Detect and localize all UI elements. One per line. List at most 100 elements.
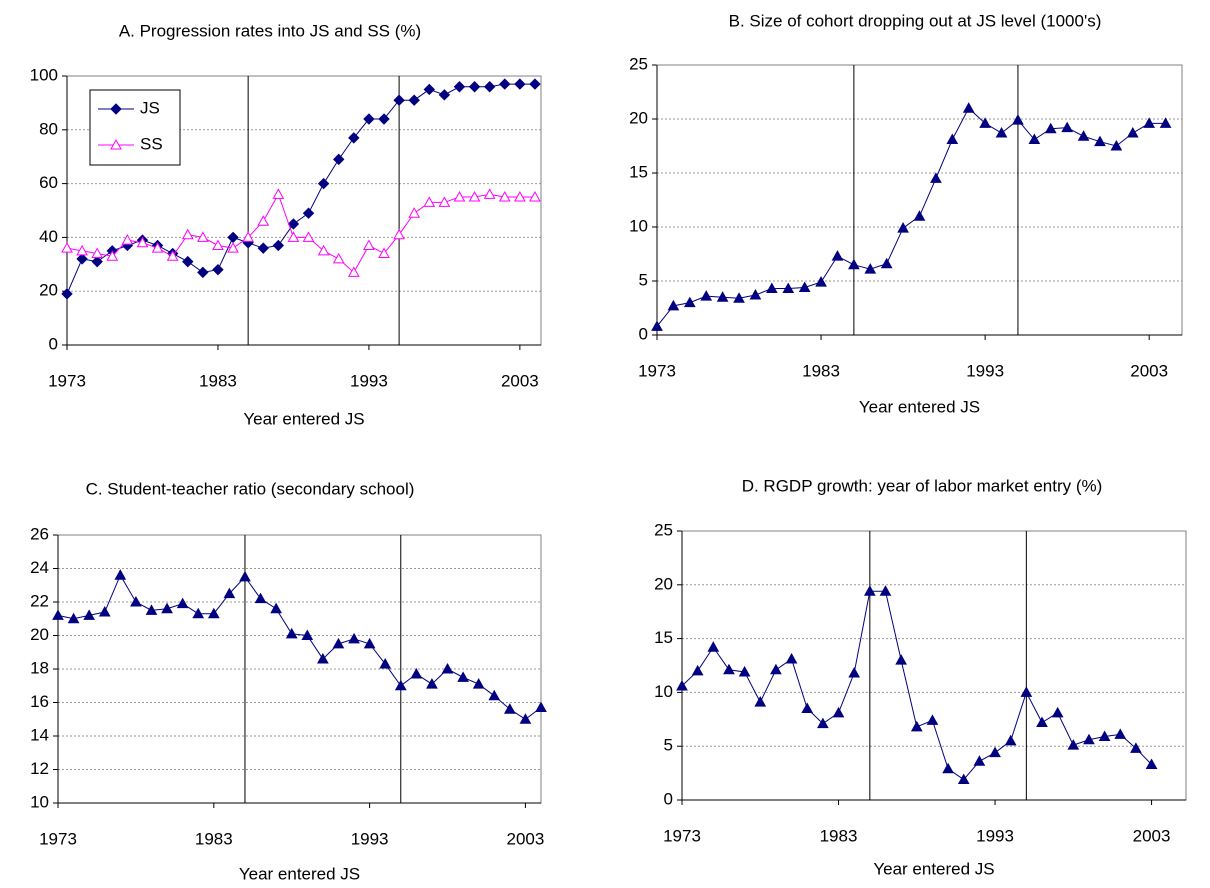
x-axis-label: Year entered JS <box>243 409 364 428</box>
marker <box>287 218 300 230</box>
y-tick-label: 14 <box>30 725 49 744</box>
y-tick-label: 0 <box>49 334 58 353</box>
marker <box>161 602 173 614</box>
marker <box>197 231 209 242</box>
marker <box>285 627 298 639</box>
y-tick-label: 5 <box>639 270 648 289</box>
marker <box>348 132 360 144</box>
marker <box>848 258 860 270</box>
marker <box>926 714 939 725</box>
y-tick-label: 25 <box>654 520 673 539</box>
marker <box>749 289 762 300</box>
marker <box>438 89 451 101</box>
marker <box>438 196 451 207</box>
marker <box>700 290 713 301</box>
marker <box>61 288 73 300</box>
x-tick-label: 1973 <box>638 361 676 380</box>
marker <box>76 253 88 265</box>
marker <box>106 250 119 261</box>
marker <box>498 191 511 202</box>
marker <box>499 78 511 90</box>
marker <box>519 713 532 724</box>
marker <box>514 191 526 202</box>
marker <box>1130 742 1142 753</box>
y-tick-label: 10 <box>629 216 648 235</box>
x-tick-label: 1983 <box>820 826 858 845</box>
marker <box>212 263 224 276</box>
marker <box>957 773 970 785</box>
plot-frame <box>656 64 1183 336</box>
marker <box>897 222 909 233</box>
marker <box>535 701 547 713</box>
marker <box>468 191 481 202</box>
marker <box>716 291 729 302</box>
x-tick-label: 1983 <box>802 361 840 380</box>
marker <box>83 609 96 620</box>
marker <box>782 282 795 294</box>
legend-marker <box>110 138 122 150</box>
marker <box>913 210 926 221</box>
marker <box>973 755 986 766</box>
marker <box>363 113 375 125</box>
marker <box>979 117 991 128</box>
x-tick-label: 2003 <box>501 371 539 390</box>
chart-title: A. Progression rates into JS and SS (%) <box>119 21 421 40</box>
marker <box>676 679 688 691</box>
marker <box>426 678 438 689</box>
y-tick-label: 10 <box>30 792 49 811</box>
chart-title: D. RGDP growth: year of labor market ent… <box>742 476 1103 495</box>
series-line <box>66 193 535 274</box>
marker <box>962 102 975 113</box>
marker <box>423 196 436 207</box>
marker <box>348 632 360 644</box>
marker <box>394 679 407 691</box>
y-tick-label: 40 <box>39 227 58 246</box>
marker <box>76 244 88 256</box>
marker <box>946 133 959 145</box>
marker <box>801 702 814 714</box>
y-tick-label: 5 <box>664 736 673 755</box>
legend-marker <box>110 103 122 115</box>
x-tick-label: 1983 <box>199 371 237 390</box>
y-tick-label: 18 <box>30 658 49 677</box>
marker <box>151 242 164 253</box>
marker <box>1067 739 1080 750</box>
marker <box>1110 139 1123 151</box>
marker <box>1051 706 1064 718</box>
marker <box>181 228 194 240</box>
y-tick-label: 0 <box>639 324 648 343</box>
marker <box>483 188 496 199</box>
marker <box>691 664 704 676</box>
marker <box>332 252 345 264</box>
legend <box>89 89 181 166</box>
marker <box>738 665 751 677</box>
marker <box>270 602 282 614</box>
marker <box>457 671 469 682</box>
marker <box>879 585 892 596</box>
marker <box>242 231 254 242</box>
marker <box>239 570 251 582</box>
marker <box>910 720 923 732</box>
marker <box>302 231 315 242</box>
y-tick-label: 60 <box>39 173 58 192</box>
x-tick-label: 1973 <box>48 371 86 390</box>
x-axis-label: Year entered JS <box>873 859 994 878</box>
marker <box>514 78 526 90</box>
series-line <box>681 590 1152 781</box>
marker <box>667 299 680 311</box>
marker <box>347 266 360 277</box>
legend-label: SS <box>140 134 163 153</box>
marker <box>1028 133 1041 145</box>
marker <box>378 113 390 125</box>
marker <box>91 255 103 268</box>
marker <box>61 242 73 253</box>
marker <box>798 281 811 292</box>
marker <box>472 678 485 689</box>
marker <box>453 81 466 93</box>
marker <box>423 83 436 96</box>
x-tick-label: 1973 <box>663 826 701 845</box>
marker <box>145 604 158 615</box>
legend-label: JS <box>140 98 160 117</box>
marker <box>91 247 104 259</box>
